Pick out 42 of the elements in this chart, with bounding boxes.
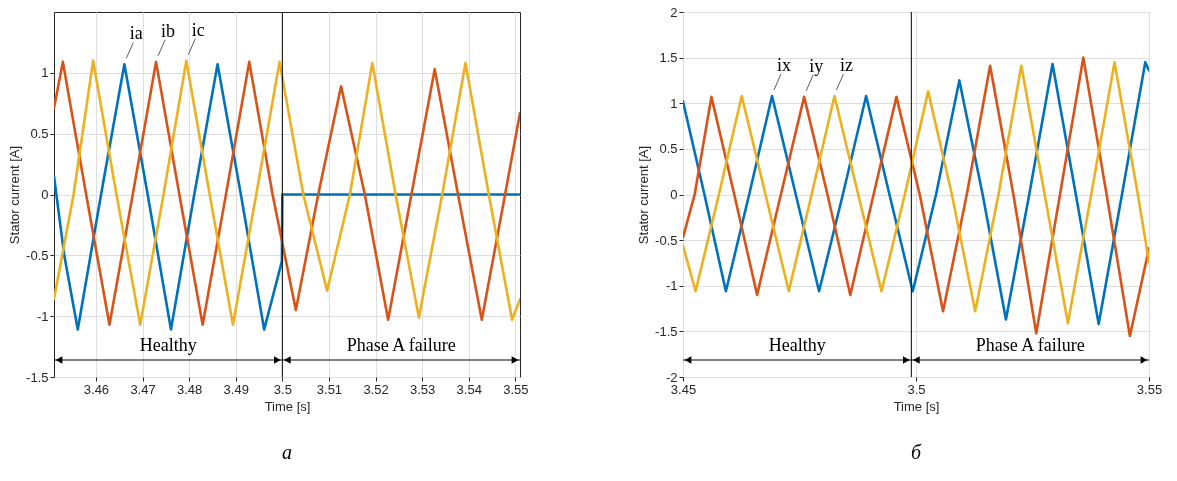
x-tick-label: 3.47 [130,381,156,397]
x-tick-label: 3.54 [456,381,482,397]
x-tick-label: 3.52 [363,381,389,397]
x-tick-label: 3.48 [176,381,203,397]
x-tick-label: 3.5 [273,381,292,397]
x-tick-label: 3.53 [409,381,436,397]
series-label: ib [161,20,176,41]
y-tick-label: 0 [41,187,49,202]
x-tick-label: 3.51 [316,381,343,397]
series-label: iy [809,55,824,76]
y-tick-label: -1.5 [26,369,49,385]
y-tick-label: -1 [665,278,678,294]
text: б [910,441,922,463]
y-tick-label: 1 [670,95,678,111]
series-label: ia [129,23,143,44]
y-axis-title: Stator current [A] [636,145,652,245]
x-tick-label: 3.49 [223,381,249,397]
series-label: iz [839,54,853,75]
annotation: Phase A failure [346,335,456,355]
y-tick-label: 1 [41,65,49,81]
y-axis-title: Stator current [A] [7,145,23,245]
y-tick-label: 0.5 [30,126,49,142]
x-tick-label: 3.46 [83,381,110,397]
text: а [282,441,292,463]
y-tick-label: 0 [670,187,678,202]
series-label: ix [777,54,792,75]
y-tick-label: 1.5 [659,50,678,66]
x-tick-label: 3.5 [907,381,926,397]
annotation: Healthy [768,335,826,355]
annotation: Phase A failure [975,335,1085,355]
y-tick-label: -1 [36,308,49,324]
annotation: Healthy [139,335,197,355]
y-tick-label: -0.5 [26,247,49,263]
x-tick-label: 3.55 [1136,381,1163,397]
series-label: ic [191,19,205,40]
x-tick-label: 3.55 [503,381,529,397]
x-axis-title: Time [s] [893,398,940,414]
y-tick-label: -1.5 [655,323,678,339]
y-tick-label: -0.5 [655,232,678,248]
x-axis-title: Time [s] [264,398,311,414]
y-tick-label: 0.5 [659,141,678,157]
y-tick-label: 2 [670,4,678,20]
